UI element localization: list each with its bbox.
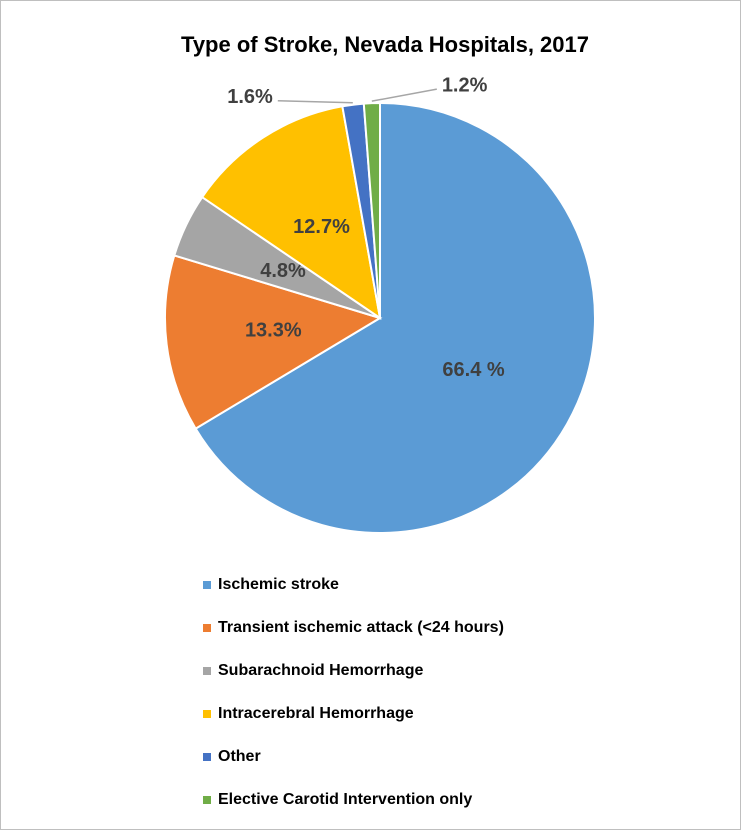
pie-slice <box>200 105 382 321</box>
data-label: 13.3% <box>245 319 302 341</box>
legend-swatch <box>203 667 211 675</box>
legend-label: Ischemic stroke <box>218 576 339 593</box>
pie-slice <box>362 101 381 319</box>
pie-slice <box>194 101 596 534</box>
data-label: 4.8% <box>260 260 306 282</box>
data-label: 1.2% <box>442 74 488 96</box>
legend-label: Transient ischemic attack (<24 hours) <box>218 619 504 636</box>
pie-slice <box>164 254 383 430</box>
data-label: 1.6% <box>227 86 273 108</box>
legend-swatch <box>203 624 211 632</box>
legend-label: Other <box>218 748 261 765</box>
legend-swatch <box>203 581 211 589</box>
data-label: 12.7% <box>293 216 350 238</box>
legend-label: Subarachnoid Hemorrhage <box>218 662 423 679</box>
legend-swatch <box>203 710 211 718</box>
legend-label: Intracerebral Hemorrhage <box>218 705 414 722</box>
legend-swatch <box>203 796 211 804</box>
leader-line <box>371 88 437 102</box>
chart-title: Type of Stroke, Nevada Hospitals, 2017 <box>181 32 589 57</box>
leader-line <box>277 99 353 104</box>
legend-swatch <box>203 753 211 761</box>
legend-label: Elective Carotid Intervention only <box>218 791 472 808</box>
data-label: 66.4 % <box>442 359 504 381</box>
